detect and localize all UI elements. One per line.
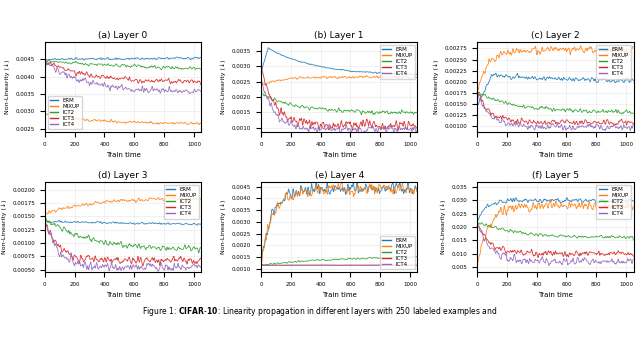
- Title: (a) Layer 0: (a) Layer 0: [99, 31, 148, 40]
- Legend: ERM, MIXUP, ICT2, ICT3, ICT4: ERM, MIXUP, ICT2, ICT3, ICT4: [47, 96, 82, 129]
- Y-axis label: Non-Linearity (↓): Non-Linearity (↓): [1, 200, 7, 254]
- X-axis label: Train time: Train time: [322, 153, 356, 158]
- X-axis label: Train time: Train time: [106, 292, 141, 298]
- Text: Figure 1: $\mathbf{CIFAR\text{-}10}$: Linearity propagation in different layers : Figure 1: $\mathbf{CIFAR\text{-}10}$: Li…: [142, 305, 498, 318]
- Title: (c) Layer 2: (c) Layer 2: [531, 31, 580, 40]
- Y-axis label: Non-Linearity (↓): Non-Linearity (↓): [5, 60, 10, 114]
- Y-axis label: Non-Linearity (↓): Non-Linearity (↓): [221, 200, 227, 254]
- Legend: ERM, MIXUP, ICT2, ICT3, ICT4: ERM, MIXUP, ICT2, ICT3, ICT4: [164, 185, 198, 218]
- X-axis label: Train time: Train time: [322, 292, 356, 298]
- Y-axis label: Non-Linearity (↓): Non-Linearity (↓): [434, 60, 439, 114]
- X-axis label: Train time: Train time: [106, 153, 141, 158]
- Legend: ERM, MIXUP, ICT2, ICT3, ICT4: ERM, MIXUP, ICT2, ICT3, ICT4: [596, 45, 631, 79]
- Legend: ERM, MIXUP, ICT2, ICT3, ICT4: ERM, MIXUP, ICT2, ICT3, ICT4: [596, 185, 631, 218]
- Legend: ERM, MIXUP, ICT2, ICT3, ICT4: ERM, MIXUP, ICT2, ICT3, ICT4: [380, 236, 415, 269]
- Y-axis label: Non-Linearity (↓): Non-Linearity (↓): [221, 60, 227, 114]
- X-axis label: Train time: Train time: [538, 292, 573, 298]
- Title: (d) Layer 3: (d) Layer 3: [99, 171, 148, 180]
- Title: (e) Layer 4: (e) Layer 4: [315, 171, 364, 180]
- Title: (b) Layer 1: (b) Layer 1: [314, 31, 364, 40]
- Title: (f) Layer 5: (f) Layer 5: [532, 171, 579, 180]
- Y-axis label: Non-Linearity (↓): Non-Linearity (↓): [440, 200, 446, 254]
- Legend: ERM, MIXUP, ICT2, ICT3, ICT4: ERM, MIXUP, ICT2, ICT3, ICT4: [380, 45, 415, 79]
- X-axis label: Train time: Train time: [538, 153, 573, 158]
